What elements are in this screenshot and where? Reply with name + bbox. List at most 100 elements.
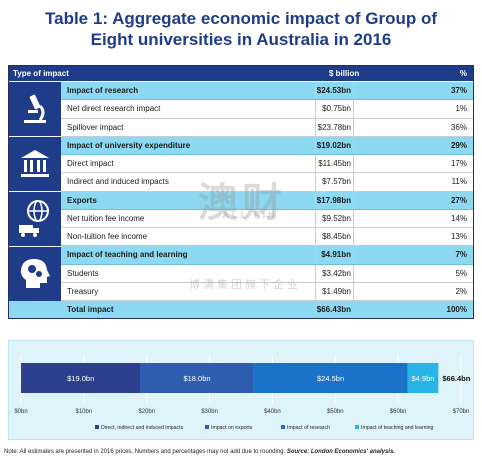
row-label: Impact of teaching and learning xyxy=(67,250,188,260)
cell-divider xyxy=(315,155,316,173)
cell-divider xyxy=(315,282,316,300)
total-percent: 100% xyxy=(446,305,467,314)
table-row: Treasury $1.49bn 2% xyxy=(61,282,473,301)
row-label: Non-tuition fee income xyxy=(67,232,148,241)
legend-label: Direct, indirect and induced impacts xyxy=(101,425,184,431)
bar-data-label: $18.0bn xyxy=(183,374,210,383)
chart-svg: $0bn $10bn $20bn $30bn $40bn $50bn $60bn $70bn $… xyxy=(14,355,471,431)
table-row: Impact of research $24.53bn 37% xyxy=(61,82,473,101)
bar-segment xyxy=(253,363,408,393)
impact-table: Type of impact $ billion % xyxy=(8,65,474,319)
exports-icon-cell xyxy=(9,192,61,246)
row-label: Direct impact xyxy=(67,159,114,168)
title-line-1: Table 1: Aggregate economic impact of Gr… xyxy=(45,9,437,28)
row-label: Spillover impact xyxy=(67,122,124,132)
row-value: $3.42bn xyxy=(322,268,351,278)
bar-data-label: $19.0bn xyxy=(67,374,94,383)
row-percent: 37% xyxy=(450,86,467,95)
expenditure-icon-cell xyxy=(9,137,61,191)
table-row: Exports $17.98bn 27% xyxy=(61,191,473,210)
cell-divider xyxy=(315,228,316,246)
row-value: $23.78bn xyxy=(317,122,351,132)
row-percent: 2% xyxy=(455,286,467,296)
legend-swatch xyxy=(355,425,359,429)
x-tick-label: $60bn xyxy=(390,409,407,415)
cell-divider xyxy=(353,155,354,173)
cell-divider xyxy=(353,191,354,209)
microscope-icon xyxy=(24,94,46,123)
cell-divider xyxy=(353,82,354,100)
cell-divider xyxy=(315,82,316,100)
row-value: $4.91bn xyxy=(321,250,351,260)
row-value: $0.75bn xyxy=(322,104,351,114)
header-value: $ billion xyxy=(329,69,360,78)
legend-label: Impact of teaching and learning xyxy=(361,425,433,431)
row-percent: 11% xyxy=(451,177,467,187)
cell-divider xyxy=(353,282,354,300)
x-tick-label: $30bn xyxy=(201,409,218,415)
legend-swatch xyxy=(205,425,209,429)
legend-swatch xyxy=(281,425,285,429)
cell-divider xyxy=(315,191,316,209)
total-label: Total impact xyxy=(67,305,114,314)
bar-data-label: $24.5bn xyxy=(317,374,344,383)
cell-divider xyxy=(315,118,316,136)
table-row: Non-tuition fee income $8.45bn 13% xyxy=(61,228,473,247)
table-row: Net tuition fee income $9.52bn 14% xyxy=(61,209,473,228)
row-value: $17.98bn xyxy=(316,195,351,205)
watermark-company: 博满集团旗下企业 xyxy=(189,279,301,291)
row-percent: 1% xyxy=(455,104,467,114)
row-percent: 29% xyxy=(450,140,467,150)
table-row: Indirect and induced impacts $7.57bn 11% xyxy=(61,173,473,192)
row-value: $7.57bn xyxy=(322,177,351,187)
row-value: $1.49bn xyxy=(322,286,351,296)
teaching-icon-cell xyxy=(9,247,61,301)
row-label: Exports xyxy=(67,195,97,205)
row-percent: 13% xyxy=(450,232,467,241)
cell-divider xyxy=(353,228,354,246)
table-row: Direct impact $11.45bn 17% xyxy=(61,155,473,174)
row-value: $19.02bn xyxy=(316,140,351,150)
cell-divider xyxy=(315,246,316,264)
title-line-2: Eight universities in Australia in 2016 xyxy=(90,30,392,49)
cell-divider xyxy=(315,264,316,282)
row-value: $9.52bn xyxy=(322,213,351,223)
x-tick-label: $50bn xyxy=(327,409,344,415)
cell-divider xyxy=(353,118,354,136)
legend-label: Impact on exports xyxy=(211,425,253,431)
legend-swatch xyxy=(95,425,99,429)
cell-divider xyxy=(353,100,354,118)
stacked-bar-chart: $0bn $10bn $20bn $30bn $40bn $50bn $60bn $70bn $… xyxy=(8,340,474,440)
total-label: $66.4bn xyxy=(442,374,470,383)
footnote-text: Note: All estimates are presented in 201… xyxy=(4,449,287,455)
row-percent: 5% xyxy=(455,268,467,278)
row-value: $8.45bn xyxy=(322,232,351,241)
footnote-source: Source: London Economics' analysis. xyxy=(286,449,395,455)
row-value: $11.45bn xyxy=(318,159,351,168)
row-percent: 17% xyxy=(450,159,467,168)
table-row: Students $3.42bn 5% xyxy=(61,264,473,283)
header-type: Type of impact xyxy=(13,69,69,78)
row-percent: 14% xyxy=(450,213,467,223)
x-tick-label: $0bn xyxy=(14,409,27,415)
head-gears-icon xyxy=(20,259,50,288)
x-tick-label: $40bn xyxy=(264,409,281,415)
row-percent: 27% xyxy=(450,195,467,205)
cell-divider xyxy=(353,136,354,154)
row-percent: 7% xyxy=(455,250,467,260)
cell-divider xyxy=(315,136,316,154)
cell-divider xyxy=(315,209,316,227)
globe-truck-icon xyxy=(19,200,49,237)
cell-divider xyxy=(353,209,354,227)
cell-divider xyxy=(315,100,316,118)
row-label: Treasury xyxy=(67,286,99,296)
x-tick-label: $10bn xyxy=(76,409,93,415)
bar-segment xyxy=(407,363,439,393)
row-label: Impact of university expenditure xyxy=(67,140,191,150)
row-percent: 36% xyxy=(450,122,467,132)
footnote: Note: All estimates are presented in 201… xyxy=(4,449,395,455)
cell-divider xyxy=(353,173,354,191)
total-row: Total impact $66.43bn 100% xyxy=(9,301,473,318)
table-row: Spillover impact $23.78bn 36% xyxy=(61,118,473,137)
table-header: Type of impact $ billion % xyxy=(9,66,473,81)
